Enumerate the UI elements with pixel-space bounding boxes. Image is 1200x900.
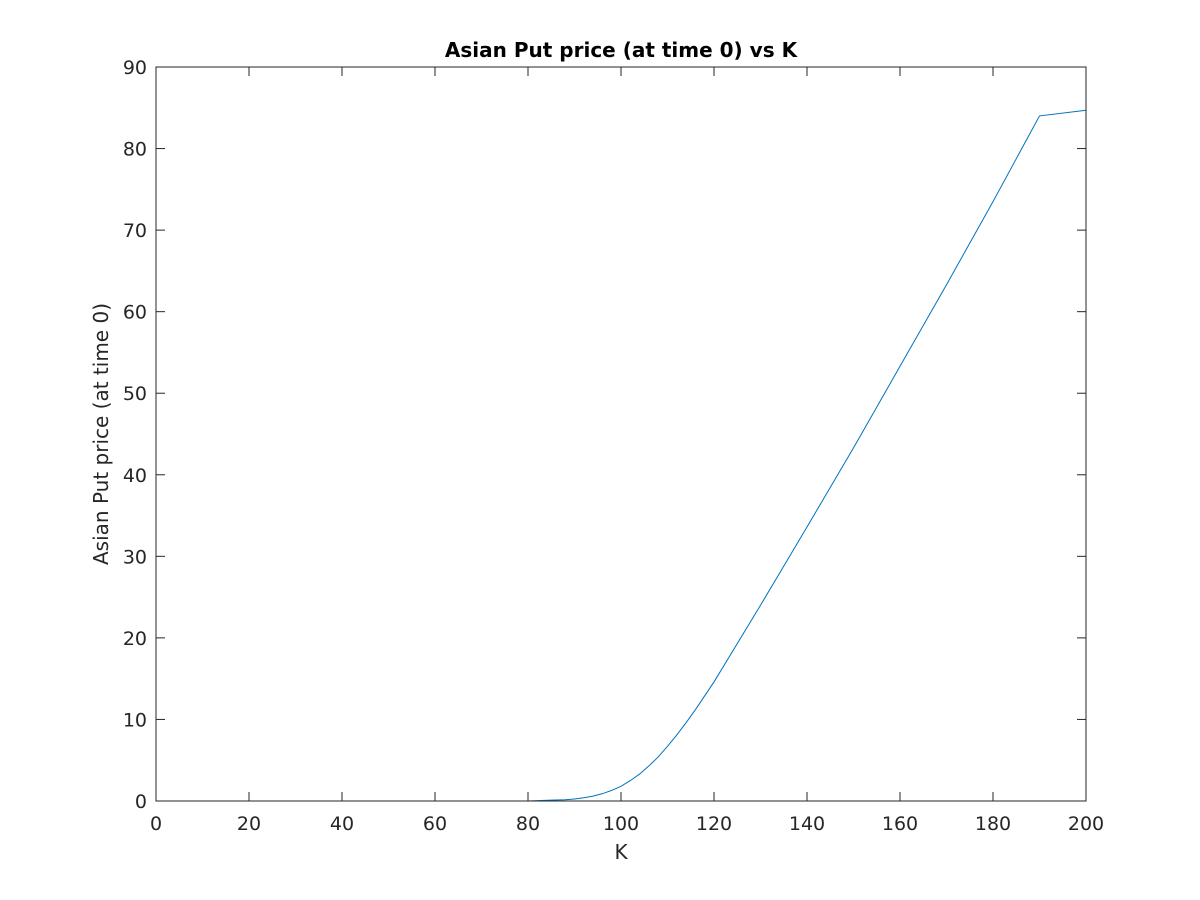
y-tick-label: 90 <box>123 57 147 79</box>
x-tick-label: 160 <box>882 813 918 835</box>
y-tick-label: 0 <box>135 791 147 813</box>
x-tick-label: 60 <box>423 813 447 835</box>
x-axis-ticks: 0 20 40 60 80 100 120 140 160 180 200 <box>150 67 1104 835</box>
axes-box <box>155 66 1087 802</box>
x-tick-label: 100 <box>603 813 639 835</box>
x-tick-label: 80 <box>516 813 540 835</box>
x-tick-label: 20 <box>237 813 261 835</box>
y-axis-label: Asian Put price (at time 0) <box>89 303 113 565</box>
series-line <box>160 109 1087 802</box>
y-tick-label: 30 <box>123 546 147 568</box>
y-tick-label: 40 <box>123 465 147 487</box>
plot-background <box>156 67 1086 801</box>
y-tick-label: 80 <box>123 139 147 161</box>
x-tick-label: 200 <box>1068 813 1104 835</box>
y-tick-label: 10 <box>123 709 147 731</box>
x-tick-label: 180 <box>975 813 1011 835</box>
y-tick-label: 70 <box>123 220 147 242</box>
x-axis-label: K <box>614 840 628 864</box>
x-tick-label: 120 <box>696 813 732 835</box>
x-tick-label: 0 <box>150 813 162 835</box>
x-tick-label: 140 <box>789 813 825 835</box>
chart-title: Asian Put price (at time 0) vs K <box>445 38 799 62</box>
x-tick-label: 40 <box>330 813 354 835</box>
y-tick-label: 20 <box>123 628 147 650</box>
y-tick-label: 60 <box>123 302 147 324</box>
y-tick-label: 50 <box>123 383 147 405</box>
